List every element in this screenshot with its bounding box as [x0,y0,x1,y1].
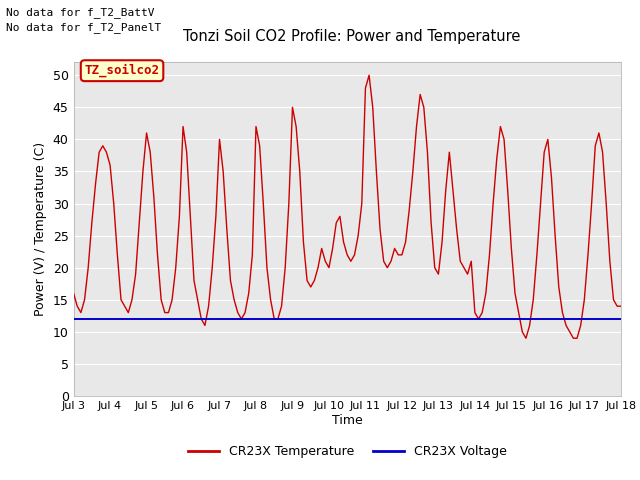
Text: Tonzi Soil CO2 Profile: Power and Temperature: Tonzi Soil CO2 Profile: Power and Temper… [183,29,521,44]
X-axis label: Time: Time [332,414,363,427]
Legend: CR23X Temperature, CR23X Voltage: CR23X Temperature, CR23X Voltage [182,440,512,463]
Y-axis label: Power (V) / Temperature (C): Power (V) / Temperature (C) [34,142,47,316]
Text: TZ_soilco2: TZ_soilco2 [84,64,159,77]
Text: No data for f_T2_PanelT: No data for f_T2_PanelT [6,22,162,33]
Text: No data for f_T2_BattV: No data for f_T2_BattV [6,7,155,18]
